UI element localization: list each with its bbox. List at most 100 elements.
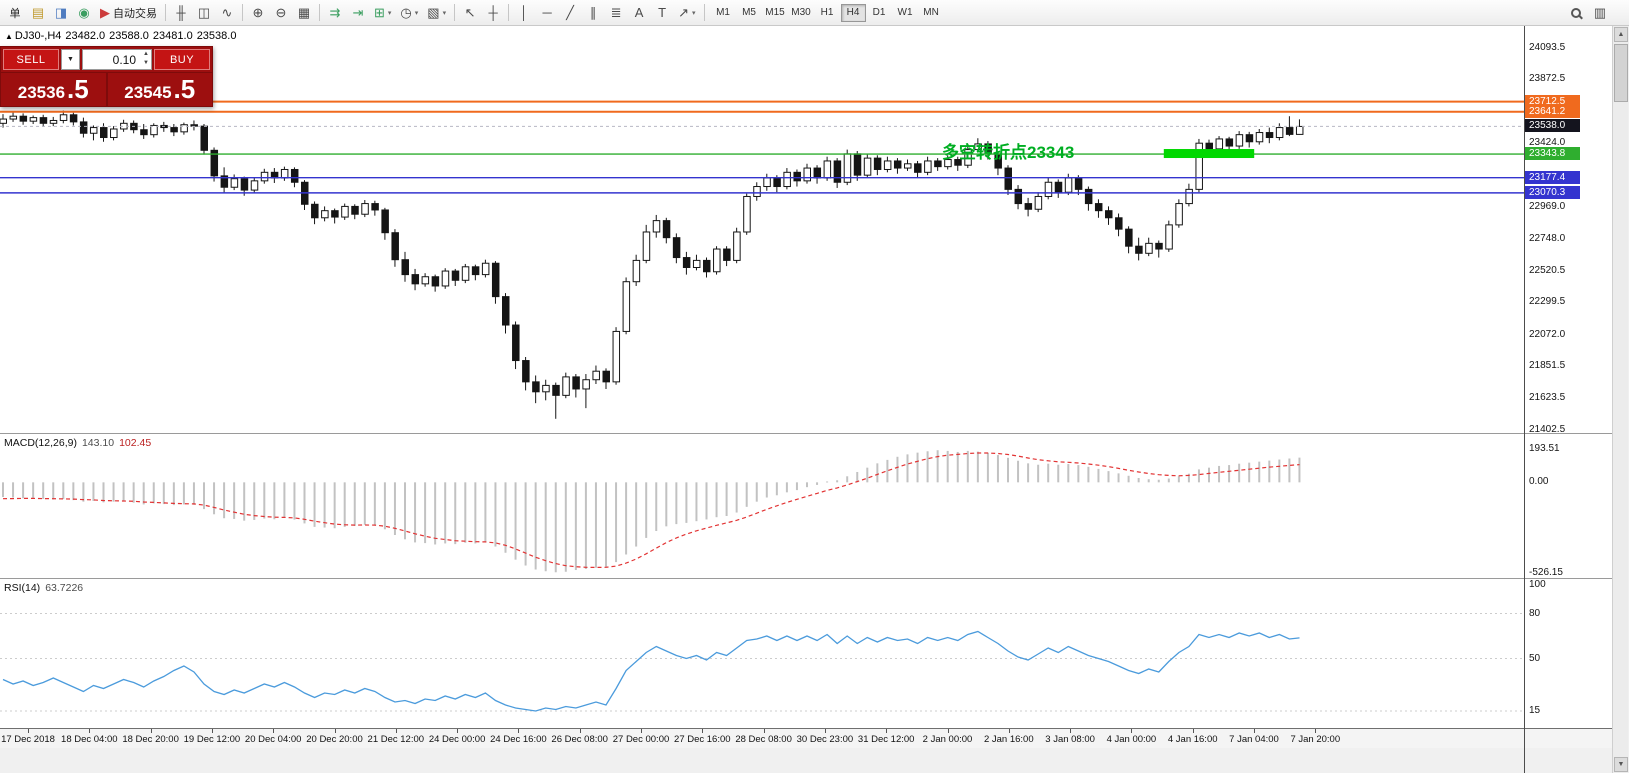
sell-price-pip: .5 (67, 74, 89, 104)
scroll-down-button[interactable]: ▼ (1614, 757, 1628, 772)
time-tick (1254, 729, 1255, 733)
buy-price-button[interactable]: 23545.5 (108, 73, 213, 106)
volume-input[interactable]: 0.10 ▲ ▼ (82, 49, 152, 70)
scrollbar-thumb[interactable] (1614, 44, 1628, 102)
time-axis-label: 27 Dec 00:00 (612, 734, 670, 745)
macd-label: MACD(12,26,9) 143.10 102.45 (4, 437, 151, 449)
time-tick (211, 729, 213, 733)
time-axis-label: 17 Dec 2018 (1, 734, 55, 745)
high-value: 23588.0 (109, 30, 149, 42)
time-axis-label: 24 Dec 16:00 (490, 734, 547, 745)
arrow-tools-dropdown[interactable]: ↗ ▾ (674, 3, 699, 23)
time-tick (1070, 729, 1072, 733)
data-window-icon[interactable]: ◨ (50, 3, 72, 23)
price-axis-label: 22299.5 (1529, 296, 1566, 308)
time-tick (28, 729, 29, 733)
auto-scroll-button[interactable]: ⇉ (324, 3, 346, 23)
toolbar-separator (454, 4, 456, 21)
arrow-tools-icon: ↗ (678, 5, 689, 20)
search-icon[interactable] (1565, 3, 1587, 23)
time-tick (763, 729, 765, 733)
sell-button[interactable]: SELL (3, 49, 59, 70)
caret-down-icon: ▾ (414, 9, 419, 17)
volume-dropdown-button[interactable]: ▼ (61, 49, 80, 70)
timeframe-m1-button[interactable]: M1 (711, 4, 736, 22)
text-label-button[interactable]: T (651, 3, 673, 23)
main-chart-pane[interactable]: ▲ DJ30-,H4 23482.0 23588.0 23481.0 23538.0 SE… (0, 26, 1524, 433)
timeframe-m30-button[interactable]: M30 (789, 4, 814, 22)
time-axis-label: 18 Dec 20:00 (122, 734, 179, 745)
sell-price-button[interactable]: 23536.5 (1, 73, 108, 106)
time-tick (702, 729, 704, 733)
macd-signal-value: 102.45 (119, 437, 152, 449)
fibonacci-button[interactable]: ≣ (605, 3, 627, 23)
grid-icon: ▦ (297, 5, 311, 20)
layout-icon[interactable]: ▥ (1589, 3, 1611, 23)
timeframe-m5-button[interactable]: M5 (737, 4, 762, 22)
price-axis-macd[interactable]: 193.51 0.00 -526.15 (1525, 433, 1612, 578)
crosshair-button[interactable]: ┼ (482, 3, 504, 23)
time-tick (579, 729, 581, 733)
horizontal-level-lines (0, 100, 1524, 194)
market-watch-icon-icon: ▤ (31, 5, 45, 20)
candlestick-chart-canvas[interactable] (0, 26, 1524, 433)
macd-canvas[interactable] (0, 434, 1524, 578)
macd-signal-line (2, 452, 1300, 569)
sell-price-value: 23536 (17, 83, 66, 102)
time-axis-label: 28 Dec 08:00 (735, 734, 792, 745)
fibonacci-icon: ≣ (610, 5, 622, 20)
price-tag: 23641.2 (1525, 104, 1580, 118)
vertical-scrollbar[interactable]: ▲ ▼ (1612, 26, 1628, 773)
caret-down-icon: ▾ (442, 9, 447, 17)
axis-filler (1525, 748, 1612, 773)
spinner-down-icon[interactable]: ▼ (143, 60, 149, 66)
time-tick (89, 729, 91, 733)
spinner-up-icon[interactable]: ▲ (143, 51, 149, 57)
magnifier-icon (1571, 7, 1581, 18)
trendline-button[interactable]: ╱ (559, 3, 581, 23)
vertical-line-icon: │ (520, 5, 529, 20)
buy-button[interactable]: BUY (154, 49, 210, 70)
price-axis-column[interactable]: 24093.5 23872.5 23424.0 22969.0 22748.0 22520… (1524, 26, 1612, 773)
scroll-up-button[interactable]: ▲ (1614, 27, 1628, 42)
timeframe-mn-button[interactable]: MN (919, 4, 944, 22)
zoom-in-button[interactable]: ⊕ (247, 3, 269, 23)
time-axis[interactable]: 17 Dec 2018 18 Dec 04:00 18 Dec 20:00 19 De… (0, 728, 1524, 748)
timeframe-d1-button[interactable]: D1 (867, 4, 892, 22)
vertical-line-button[interactable]: │ (513, 3, 535, 23)
indicators-dropdown[interactable]: ▧ ▾ (423, 3, 450, 23)
autotrading-button[interactable]: ▶ 自动交易 (96, 3, 161, 23)
market-watch-icon[interactable]: ▤ (27, 3, 49, 23)
cursor-button[interactable]: ↖ (459, 3, 481, 23)
macd-pane[interactable]: MACD(12,26,9) 143.10 102.45 (0, 433, 1524, 578)
line-chart-button[interactable]: ∿ (216, 3, 238, 23)
zoom-out-button[interactable]: ⊖ (270, 3, 292, 23)
chart-ohlc-header: ▲ DJ30-,H4 23482.0 23588.0 23481.0 23538.0 (5, 30, 240, 42)
price-axis-rsi[interactable]: 100 80 50 15 (1525, 578, 1612, 728)
rsi-pane[interactable]: RSI(14) 63.7226 (0, 578, 1524, 728)
text-button[interactable]: A (628, 3, 650, 23)
navigator-icon[interactable]: ◉ (73, 3, 95, 23)
chart-column: ▲ DJ30-,H4 23482.0 23588.0 23481.0 23538.0 SE… (0, 26, 1524, 773)
chart-shift-button[interactable]: ⇥ (347, 3, 369, 23)
new-chart-button[interactable]: ⊞ ▾ (370, 3, 395, 23)
rsi-canvas[interactable] (0, 579, 1524, 728)
candlestick-chart-button[interactable]: ◫ (193, 3, 215, 23)
price-tag: 23343.8 (1525, 147, 1580, 161)
grid-button[interactable]: ▦ (293, 3, 315, 23)
chart-workspace: ▲ DJ30-,H4 23482.0 23588.0 23481.0 23538.0 SE… (0, 26, 1629, 773)
open-value: 23482.0 (65, 30, 106, 42)
volume-spinner[interactable]: ▲ ▼ (143, 51, 149, 69)
horizontal-line-button[interactable]: ─ (536, 3, 558, 23)
timeframe-h1-button[interactable]: H1 (815, 4, 840, 22)
time-tick (1192, 729, 1194, 733)
price-axis-main[interactable]: 24093.5 23872.5 23424.0 22969.0 22748.0 22520… (1525, 26, 1612, 435)
timeframe-h4-button[interactable]: H4 (840, 3, 866, 22)
timeframe-w1-button[interactable]: W1 (893, 4, 918, 22)
time-tick (273, 729, 275, 733)
bar-chart-button[interactable]: ╫ (170, 3, 192, 23)
new-order-button[interactable]: 单 (4, 3, 26, 23)
period-dropdown[interactable]: ◷ ▾ (396, 3, 422, 23)
channel-button[interactable]: ∥ (582, 3, 604, 23)
timeframe-m15-button[interactable]: M15 (763, 4, 788, 22)
